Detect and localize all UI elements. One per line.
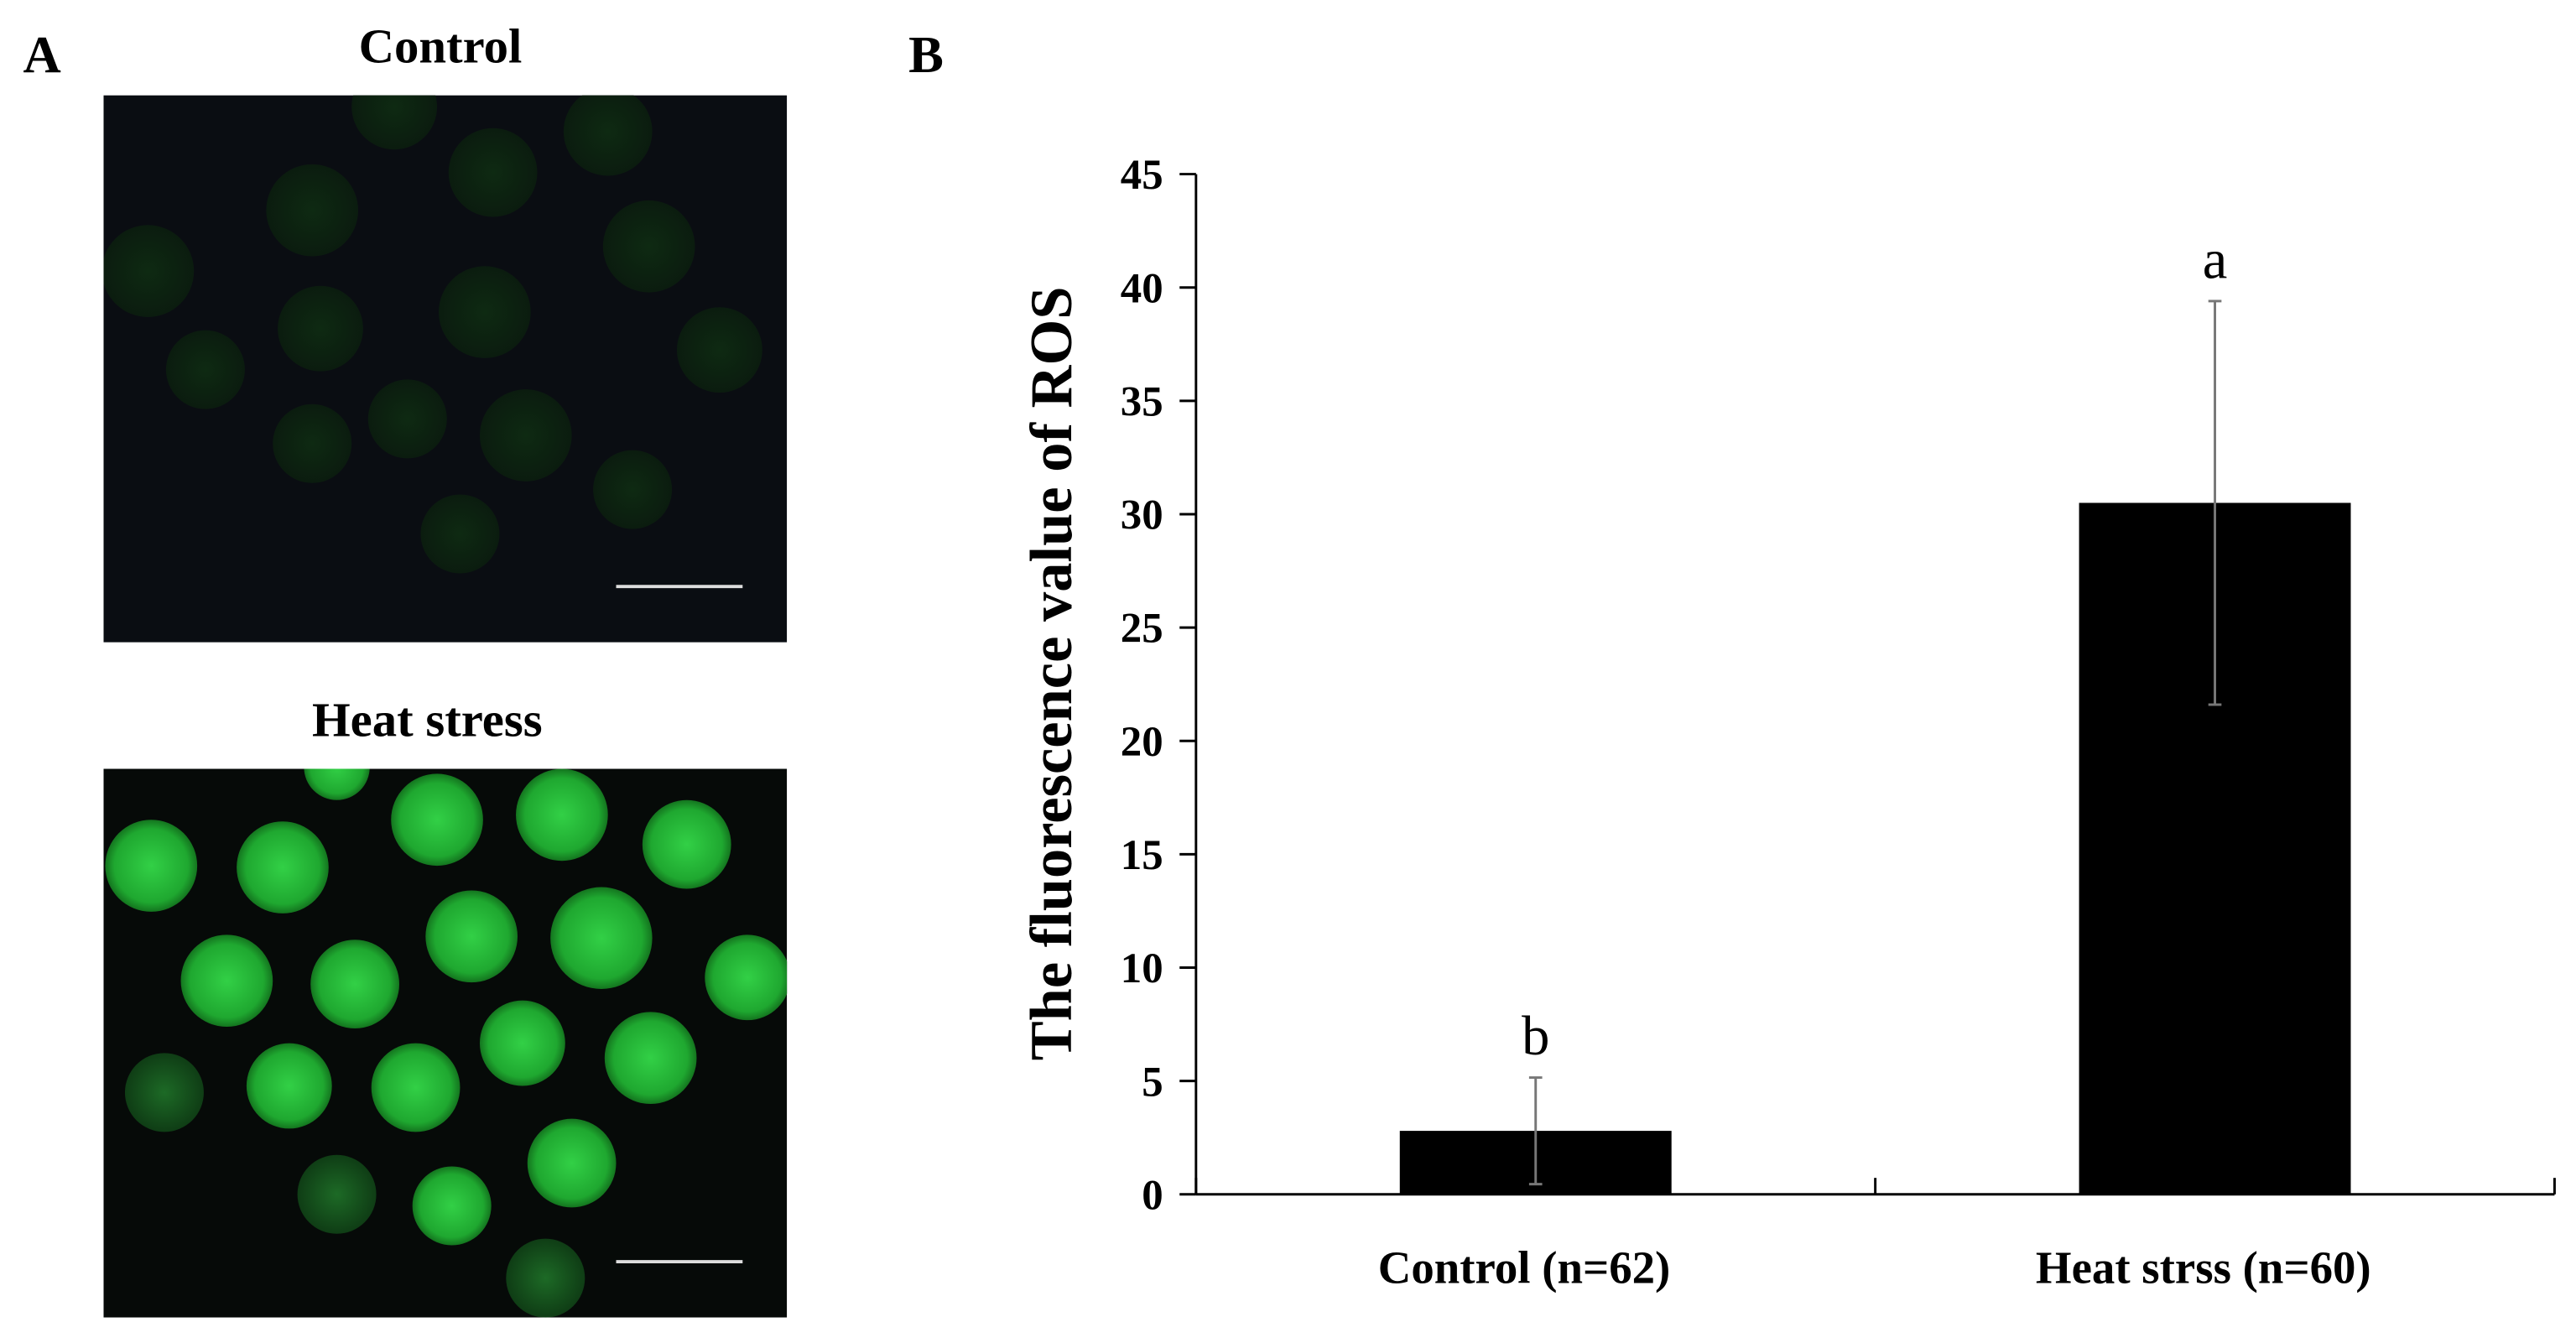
x-tick-label: Heat strss (n=60) (2036, 1242, 2371, 1294)
y-axis-label: The fluorescence value of ROS (1019, 286, 1085, 1060)
micrograph (103, 95, 788, 643)
significance-label: a (2203, 230, 2228, 291)
image-title: Heat stress (312, 692, 543, 747)
y-tick-label: 30 (1121, 492, 1163, 539)
y-tick-label: 45 (1121, 152, 1163, 199)
y-tick-label: 5 (1142, 1059, 1163, 1106)
y-tick-label: 0 (1142, 1172, 1163, 1219)
y-tick-label: 35 (1121, 378, 1163, 425)
panel-label: A (23, 25, 61, 84)
image-title: Control (359, 18, 523, 73)
error-bar (2208, 299, 2222, 706)
x-tick-label: Control (n=62) (1378, 1242, 1671, 1294)
plot: 0 5 10 15 20 25 30 35 40 45 Control (n=62) b Heat st… (1121, 152, 2556, 1294)
y-tick-label: 20 (1121, 719, 1163, 766)
error-bar (1528, 1076, 1543, 1186)
panel-label: B (908, 25, 944, 84)
y-tick-label: 10 (1121, 945, 1163, 992)
y-tick-label: 40 (1121, 265, 1163, 312)
y-tick-label: 25 (1121, 606, 1163, 653)
micrograph (103, 768, 788, 1318)
significance-label: b (1522, 1006, 1549, 1067)
y-tick-label: 15 (1121, 832, 1163, 879)
